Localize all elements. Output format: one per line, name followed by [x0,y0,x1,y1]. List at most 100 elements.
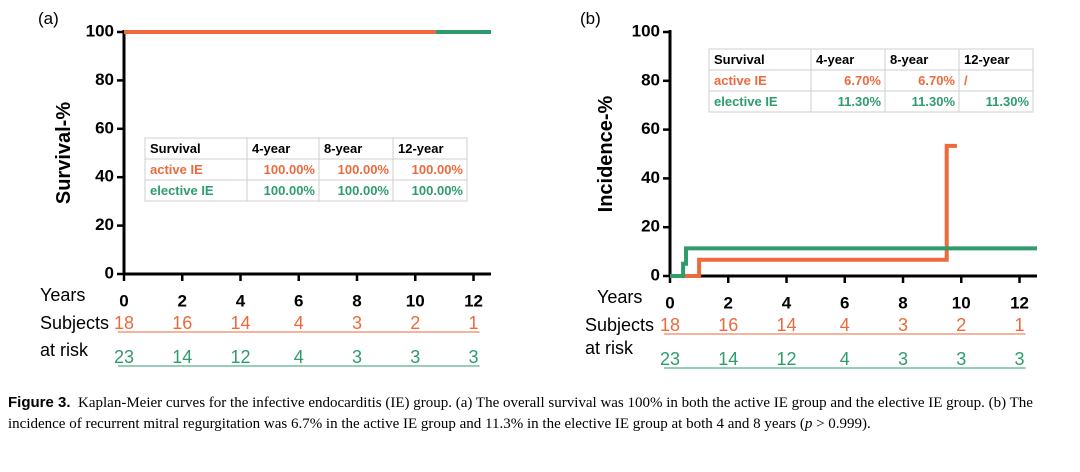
risk-count-elective: 23 [114,347,134,367]
risk-count-active: 2 [956,315,966,335]
table-cell: / [964,73,968,88]
caption-title: Figure 3. [8,394,71,411]
table-cell: 100.00% [412,183,464,198]
risk-count-elective: 14 [718,349,738,369]
x-tick-label: 12 [464,291,483,310]
table-row-label: active IE [714,73,767,88]
risk-count-active: 18 [660,315,680,335]
table-cell: 11.30% [986,94,1030,109]
y-tick-label: 0 [651,265,660,284]
table-cell: 11.30% [912,94,956,109]
figure-caption: Figure 3. Kaplan-Meier curves for the in… [8,392,1076,435]
risk-count-active: 2 [410,313,420,333]
y-tick-label: 40 [641,168,660,187]
x-tick-label: 8 [898,293,907,312]
y-tick-label: 60 [95,118,114,137]
risk-count-active: 1 [1015,315,1025,335]
x-tick-label: 0 [119,291,128,310]
risk-count-elective: 3 [898,349,908,369]
y-tick-label: 100 [632,21,660,40]
series-line-elective-ie [670,246,1037,278]
risk-count-active: 16 [172,313,192,333]
table-row-label: elective IE [150,183,214,198]
y-tick-label: 20 [95,215,114,234]
survival-table: Survival 4-year 8-year 12-year active IE 6.70… [708,48,1034,113]
risk-count-elective: 3 [469,347,479,367]
series-line-active-ie [670,143,957,278]
risk-count-elective: 12 [230,347,250,367]
panel-label: (b) [580,9,601,28]
y-tick-label: 80 [95,70,114,89]
x-tick-label: 6 [294,291,303,310]
table-header-cell: 8-year [324,141,362,156]
chart-panel-a: (a) 0 20 40 60 80 100 0 2 4 6 8 10 12 Survival-% Years S… [38,9,491,367]
table-cell: 11.30% [838,94,882,109]
x-tick-label: 4 [236,291,246,310]
risk-count-elective: 4 [294,347,304,367]
risk-count-elective: 4 [840,349,850,369]
table-header-cell: 8-year [890,52,928,67]
table-header-cell: 4-year [816,52,854,67]
x-tick-label: 6 [840,293,849,312]
x-tick-label: 10 [406,291,425,310]
y-tick-label: 80 [641,70,660,89]
risk-count-active: 4 [840,315,850,335]
x-tick-label: 2 [178,291,187,310]
y-axis-label: Survival-% [53,102,75,204]
table-cell: 100.00% [264,183,316,198]
table-cell: 100.00% [264,162,316,177]
table-cell: 100.00% [338,183,390,198]
panel-label: (a) [38,9,59,28]
x-axis-label: Years [597,287,642,307]
x-axis-label: Years [40,285,85,305]
x-tick-label: 12 [1010,293,1029,312]
table-frame [708,48,1034,113]
risk-count-active: 14 [230,313,250,333]
table-cell: 100.00% [412,162,464,177]
table-cell: 6.70% [918,73,955,88]
risk-label-subjects: Subjects [585,315,654,335]
table-cell: 100.00% [338,162,390,177]
risk-label-at-risk: at risk [585,338,634,358]
table-header-cell: Survival [150,141,201,156]
x-tick-label: 8 [352,291,361,310]
risk-count-elective: 14 [172,347,192,367]
risk-count-elective: 12 [776,349,796,369]
x-tick-label: 2 [724,293,733,312]
caption-p-symbol: p [804,416,813,432]
table-header-cell: Survival [714,52,765,67]
y-tick-label: 60 [641,119,660,138]
table-header-cell: 12-year [964,52,1010,67]
table-row-label: elective IE [714,94,778,109]
risk-count-elective: 23 [660,349,680,369]
risk-count-active: 3 [352,313,362,333]
table-frame [144,137,468,202]
y-tick-label: 40 [95,167,114,186]
risk-count-active: 14 [776,315,796,335]
x-tick-label: 10 [952,293,971,312]
risk-count-active: 3 [898,315,908,335]
risk-label-at-risk: at risk [40,340,89,360]
table-header-cell: 12-year [398,141,444,156]
y-tick-label: 0 [105,263,114,282]
risk-count-active: 4 [294,313,304,333]
risk-count-elective: 3 [352,347,362,367]
y-tick-label: 20 [641,217,660,236]
x-tick-label: 0 [665,293,674,312]
table-cell: 6.70% [844,73,881,88]
caption-p-rest: > 0.999). [812,416,871,432]
x-tick-label: 4 [782,293,792,312]
caption-text: Kaplan-Meier curves for the infective en… [8,395,1033,432]
risk-count-active: 16 [718,315,738,335]
risk-count-elective: 3 [956,349,966,369]
risk-label-subjects: Subjects [40,313,109,333]
y-tick-label: 100 [86,21,114,40]
survival-table: Survival 4-year 8-year 12-year active IE 100.… [144,137,468,202]
risk-count-active: 18 [114,313,134,333]
risk-count-elective: 3 [1015,349,1025,369]
table-header-cell: 4-year [252,141,290,156]
table-row-label: active IE [150,162,203,177]
risk-count-elective: 3 [410,347,420,367]
